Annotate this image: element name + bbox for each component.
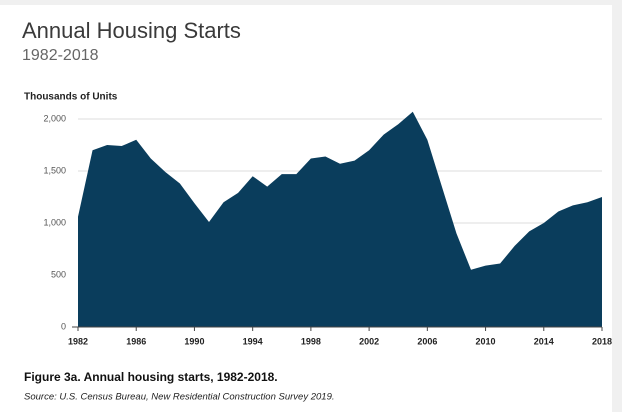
x-tick-label: 1986: [126, 336, 146, 346]
x-tick-label: 2010: [476, 336, 496, 346]
y-tick-label: 1,500: [43, 165, 66, 175]
right-border: [612, 0, 622, 412]
x-tick-label: 1990: [184, 336, 204, 346]
x-tick-label: 1994: [243, 336, 263, 346]
x-tick-label: 2018: [592, 336, 612, 346]
x-tick-label: 1998: [301, 336, 321, 346]
top-border: [0, 0, 622, 5]
x-tick-label: 1982: [68, 336, 88, 346]
area: [78, 111, 602, 327]
y-axis-label: Thousands of Units: [24, 92, 118, 103]
x-tick-label: 2002: [359, 336, 379, 346]
source: Source: U.S. Census Bureau, New Resident…: [24, 392, 335, 403]
y-tick-label: 500: [51, 269, 66, 279]
y-tick-label: 0: [61, 321, 66, 331]
y-tick-label: 1,000: [43, 217, 66, 227]
x-tick-label: 2014: [534, 336, 554, 346]
chart-subtitle: 1982-2018: [22, 47, 99, 64]
x-tick-label: 2006: [417, 336, 437, 346]
y-tick-label: 2,000: [43, 113, 66, 123]
chart-title: Annual Housing Starts: [22, 18, 241, 43]
caption: Figure 3a. Annual housing starts, 1982-2…: [24, 370, 278, 384]
